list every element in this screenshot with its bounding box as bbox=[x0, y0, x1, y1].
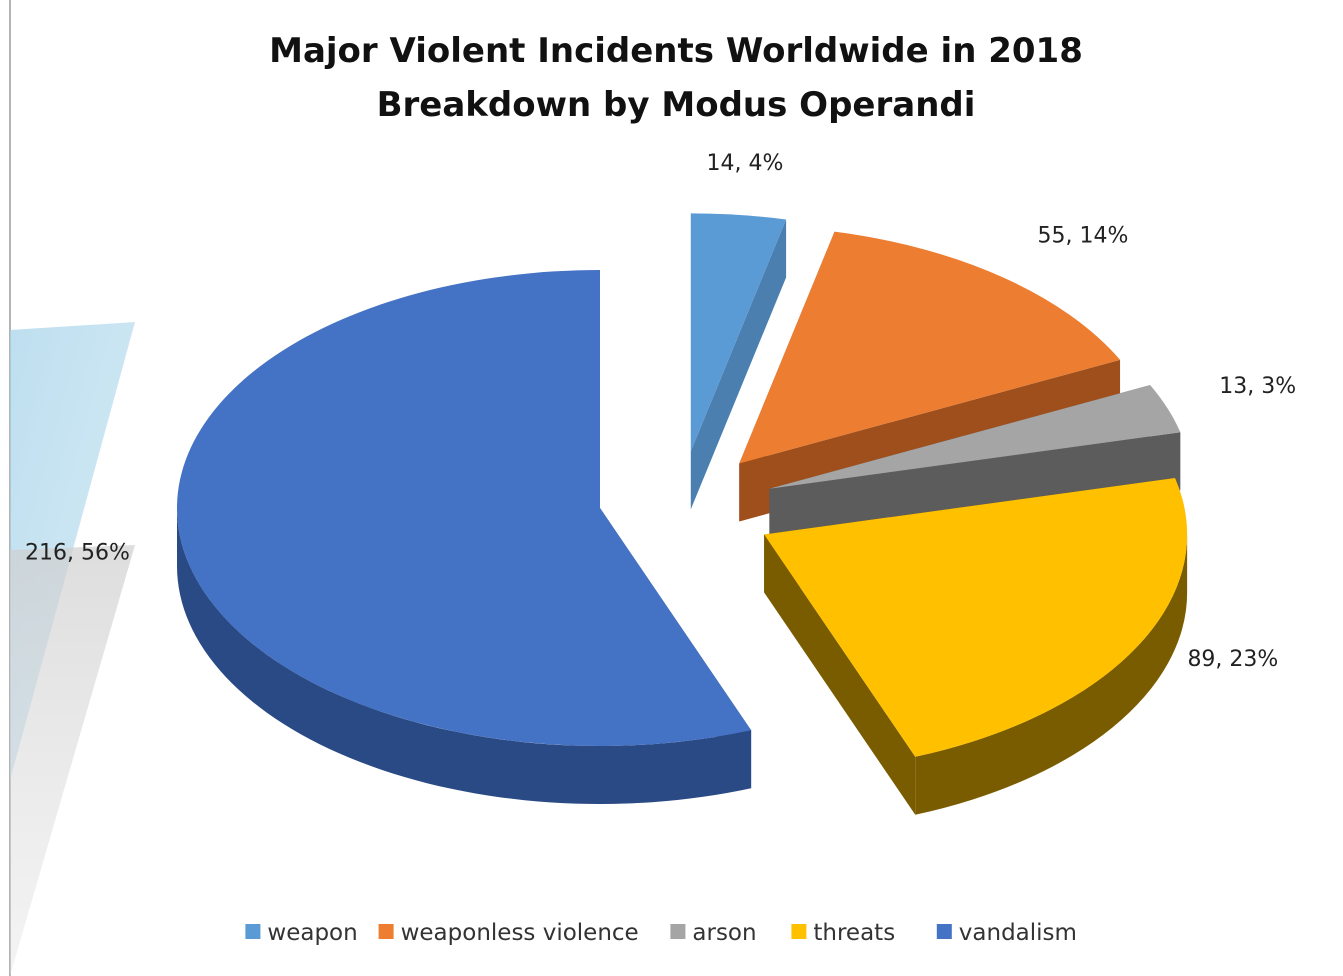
legend-label-vandalism: vandalism bbox=[959, 920, 1077, 946]
legend-item-arson: arson bbox=[670, 920, 756, 946]
data-label-vandalism: 216, 56% bbox=[25, 540, 130, 565]
data-label-weapon: 14, 4% bbox=[707, 151, 784, 176]
legend-label-weaponless-violence: weaponless violence bbox=[401, 920, 639, 946]
chart-title-line-1: Major Violent Incidents Worldwide in 201… bbox=[269, 31, 1083, 71]
legend-swatch-threats bbox=[791, 924, 806, 939]
data-label-weaponless-violence: 55, 14% bbox=[1038, 223, 1129, 248]
legend-label-weapon: weapon bbox=[267, 920, 357, 946]
legend-item-weapon: weapon bbox=[245, 920, 357, 946]
legend: weapon weaponless violence arson threats van… bbox=[245, 920, 1077, 946]
legend-item-vandalism: vandalism bbox=[937, 920, 1077, 946]
background-decoration bbox=[10, 0, 135, 976]
legend-item-threats: threats bbox=[791, 920, 895, 946]
pie-slices bbox=[177, 213, 1187, 814]
data-label-arson: 13, 3% bbox=[1219, 374, 1296, 399]
legend-label-arson: arson bbox=[692, 920, 756, 946]
legend-swatch-weaponless-violence bbox=[379, 924, 394, 939]
legend-swatch-arson bbox=[670, 924, 685, 939]
legend-swatch-vandalism bbox=[937, 924, 952, 939]
legend-label-threats: threats bbox=[813, 920, 895, 946]
legend-item-weaponless-violence: weaponless violence bbox=[379, 920, 639, 946]
data-label-threats: 89, 23% bbox=[1187, 647, 1278, 672]
chart-title-line-2: Breakdown by Modus Operandi bbox=[377, 85, 976, 125]
legend-swatch-weapon bbox=[245, 924, 260, 939]
